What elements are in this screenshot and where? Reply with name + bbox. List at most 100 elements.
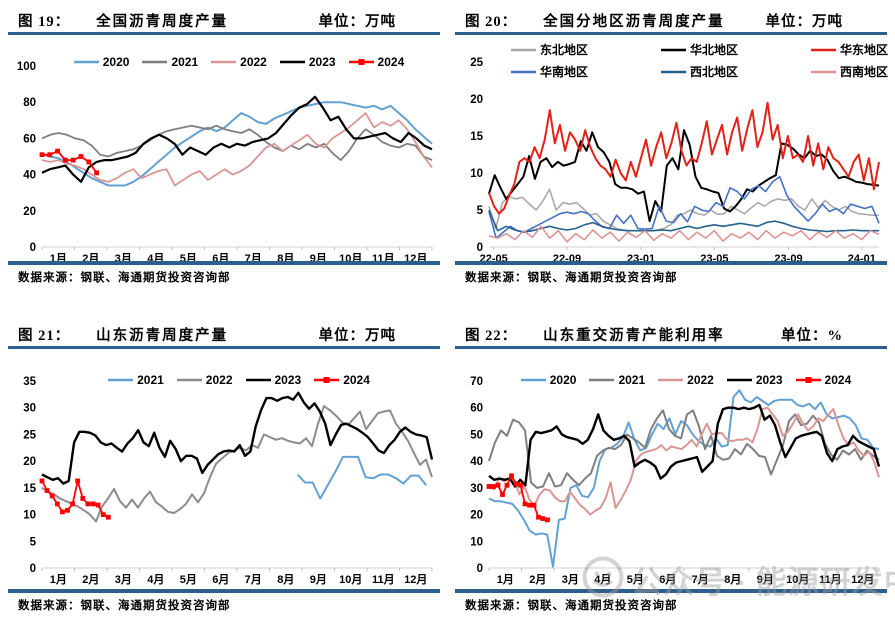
figure-19-data-source: 数据来源：钢联、海通期货投资咨询部 (18, 272, 231, 284)
legend-line-sample-icon (314, 377, 340, 383)
svg-text:0: 0 (30, 242, 36, 254)
svg-text:1月: 1月 (50, 573, 67, 586)
svg-text:50: 50 (470, 429, 483, 441)
svg-text:22-09: 22-09 (553, 253, 581, 261)
figure-19-panel: 图 19： 全国沥青周度产量 单位：万吨 0 20 40 60 80 100 1月 2月 3月 4… (8, 8, 440, 285)
figure-21-chart-area: 0 5 10 15 20 25 30 35 1月 2月 3月 4月 5月 6月 7月 8月 9月 10月 11月 12… (8, 349, 440, 589)
legend-item: 东北地区 (511, 41, 648, 58)
legend-label: 华东地区 (840, 43, 889, 57)
figure-22-chart-area: 0 10 20 30 40 50 60 70 1月 2月 3月 4月 5月 6月 7月 8月 9月 10月 11月 1… (455, 349, 887, 589)
legend-label: 2020 (102, 55, 130, 69)
legend-label: 西北地区 (690, 65, 739, 79)
figure-19-header: 图 19： 全国沥青周度产量 单位：万吨 (8, 8, 440, 32)
figure-19-title: 全国沥青周度产量 (96, 13, 229, 30)
svg-text:3月: 3月 (562, 573, 579, 586)
legend-label: 2023 (274, 373, 302, 387)
figure-22-legend: 2020 2021 2022 2023 2024 (489, 373, 883, 387)
svg-text:5月: 5月 (180, 252, 197, 261)
svg-text:12月: 12月 (404, 252, 427, 261)
figure-22-number: 图 22： (465, 327, 518, 344)
svg-text:24-01: 24-01 (848, 253, 876, 261)
svg-text:35: 35 (23, 376, 36, 388)
svg-text:9月: 9月 (310, 252, 327, 261)
legend-line-sample-icon (511, 70, 536, 73)
svg-text:100: 100 (17, 61, 36, 73)
legend-label: 2022 (687, 373, 714, 387)
svg-text:10月: 10月 (339, 252, 362, 261)
legend-label: 2021 (137, 373, 164, 387)
legend-item: 2023 (726, 373, 783, 387)
figure-21-unit: 单位：万吨 (318, 327, 396, 344)
svg-text:9月: 9月 (757, 573, 774, 586)
figure-22-title: 山东重交沥青产能利用率 (543, 327, 725, 344)
footer-divider (455, 261, 887, 265)
svg-text:7月: 7月 (245, 573, 262, 586)
svg-text:5: 5 (477, 205, 484, 217)
legend-label: 2022 (205, 373, 233, 387)
svg-text:1月: 1月 (50, 252, 67, 261)
svg-text:15: 15 (470, 131, 483, 143)
figure-20-unit: 单位：万吨 (765, 13, 843, 30)
svg-text:20: 20 (23, 456, 36, 468)
footer-divider (8, 589, 440, 593)
svg-text:60: 60 (470, 403, 483, 415)
footer-divider (8, 261, 440, 265)
legend-item: 华东地区 (811, 41, 895, 58)
svg-text:23-01: 23-01 (627, 253, 655, 261)
legend-item: 2024 (314, 373, 370, 387)
legend-label: 2020 (549, 373, 577, 387)
svg-text:10: 10 (470, 168, 483, 180)
figure-19-unit: 单位：万吨 (318, 13, 396, 30)
legend-line-sample-icon (661, 48, 686, 51)
figure-20-header: 图 20： 全国分地区沥青周度产量 单位：万吨 (455, 8, 887, 32)
legend-item: 西北地区 (661, 63, 798, 80)
figure-20-title: 全国分地区沥青周度产量 (543, 13, 725, 30)
figure-20-legend: 东北地区 华北地区 华东地区 华南地区 西北地区 西南地区 (511, 41, 895, 80)
svg-text:7月: 7月 (245, 252, 262, 261)
svg-text:8月: 8月 (277, 573, 294, 586)
legend-line-sample-icon (811, 70, 836, 73)
svg-text:1月: 1月 (497, 573, 514, 586)
figure-22-data-source: 数据来源：钢联、海通期货投资咨询部 (465, 600, 678, 612)
legend-line-sample-icon (73, 60, 99, 64)
svg-text:10: 10 (23, 510, 36, 522)
svg-text:10月: 10月 (339, 573, 362, 586)
figure-21-title: 山东沥青周度产量 (96, 327, 229, 344)
svg-text:10月: 10月 (786, 573, 809, 586)
svg-text:5月: 5月 (627, 573, 644, 586)
figure-20-panel: 图 20： 全国分地区沥青周度产量 单位：万吨 0 5 10 15 20 25 22-05 2… (455, 8, 888, 285)
legend-line-sample-icon (211, 60, 237, 64)
svg-text:60: 60 (23, 133, 36, 145)
legend-item: 2023 (279, 55, 336, 69)
svg-text:0: 0 (477, 242, 483, 254)
legend-item: 2021 (589, 373, 645, 387)
figure-21-panel: 图 21： 山东沥青周度产量 单位：万吨 0 5 10 15 20 25 30 35 1月 2月 3… (8, 322, 440, 613)
svg-text:20: 20 (470, 94, 483, 106)
svg-text:3月: 3月 (115, 573, 132, 586)
legend-label: 2023 (308, 55, 336, 69)
legend-label: 2023 (755, 373, 783, 387)
figure-21-number: 图 21： (18, 327, 71, 344)
svg-text:40: 40 (470, 456, 483, 468)
figure-21-line-chart: 0 5 10 15 20 25 30 35 1月 2月 3月 4月 5月 6月 7月 8月 9月 10月 11月 12… (23, 376, 434, 586)
svg-text:20: 20 (470, 510, 483, 522)
legend-item: 西南地区 (811, 63, 895, 80)
legend-item: 2020 (520, 373, 577, 387)
svg-text:6月: 6月 (659, 573, 676, 586)
figure-22-header: 图 22： 山东重交沥青产能利用率 单位：% (455, 322, 887, 346)
legend-label: 华北地区 (690, 43, 739, 57)
figure-22-line-chart: 0 10 20 30 40 50 60 70 1月 2月 3月 4月 5月 6月 7月 8月 9月 10月 11月 1… (470, 376, 881, 586)
figure-20-number: 图 20： (465, 13, 518, 30)
svg-text:11月: 11月 (372, 252, 395, 261)
figure-21-data-source: 数据来源：钢联、海通期货投资咨询部 (18, 600, 231, 612)
figure-22-unit: 单位：% (781, 327, 843, 344)
legend-item: 2024 (795, 373, 851, 387)
svg-text:25: 25 (23, 429, 36, 441)
legend-line-sample-icon (811, 48, 836, 51)
svg-text:12月: 12月 (851, 573, 874, 586)
legend-item: 2021 (108, 373, 164, 387)
figure-20-chart-area: 0 5 10 15 20 25 22-05 22-09 23-01 23-05 23-09 24-01… (455, 35, 888, 261)
svg-text:5月: 5月 (180, 573, 197, 586)
figure-19-chart-area: 0 20 40 60 80 100 1月 2月 3月 4月 5月 6月 7月 8月 9月 10月 11月 12月 … (8, 35, 440, 261)
svg-text:3月: 3月 (115, 252, 132, 261)
